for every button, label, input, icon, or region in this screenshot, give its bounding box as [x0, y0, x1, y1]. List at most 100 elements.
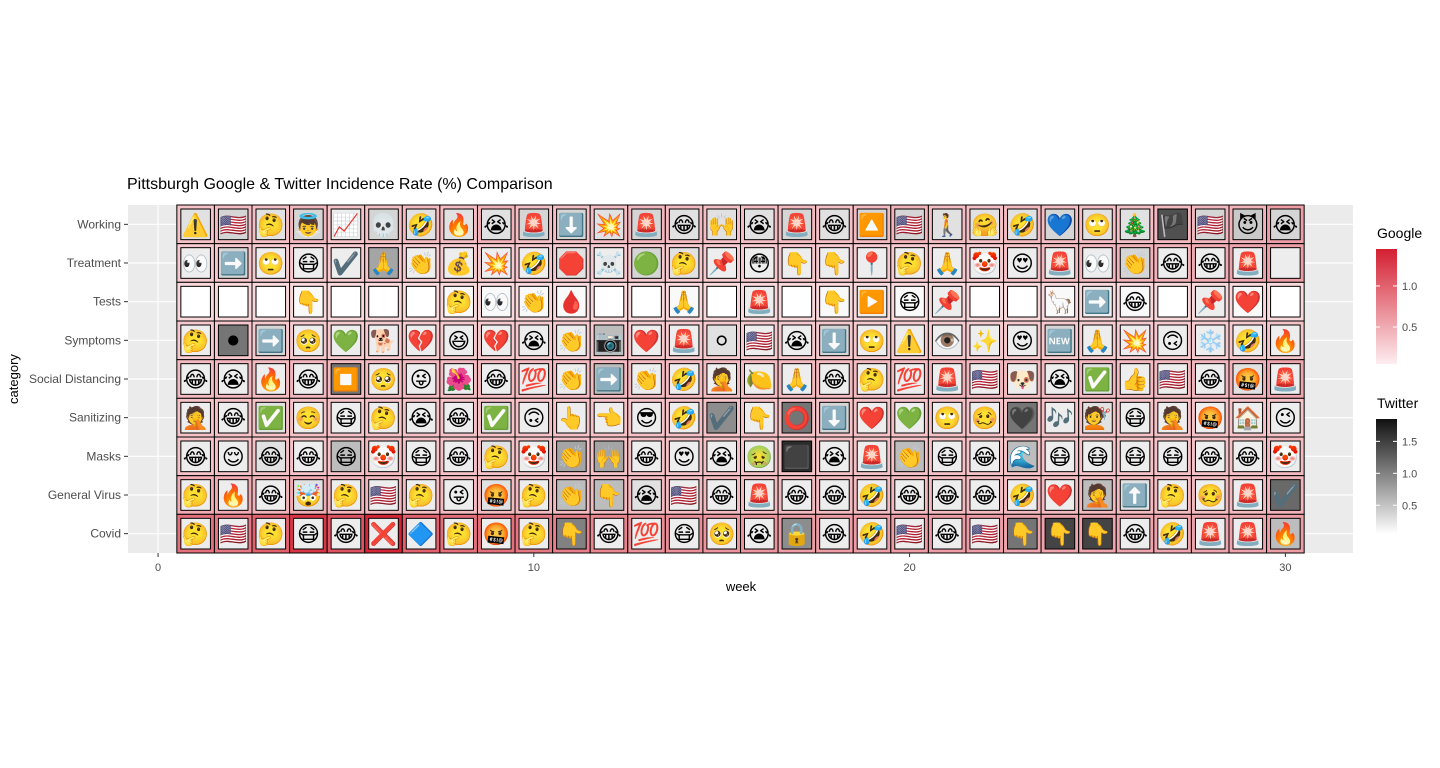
tile-emoji: ➡️: [1084, 290, 1111, 316]
twitter-shade: [1232, 209, 1263, 240]
twitter-tile: [330, 208, 362, 241]
twitter-shade: [1045, 247, 1075, 279]
twitter-shade: [669, 209, 699, 240]
tile: 💥: [1115, 320, 1155, 361]
twitter-tile: [593, 401, 625, 434]
twitter-shade: [556, 479, 587, 511]
tile-emoji: 🦙: [1046, 290, 1073, 316]
tile: 😭: [777, 320, 817, 361]
twitter-tile: [255, 208, 287, 241]
tile: 🖤: [1003, 397, 1042, 438]
twitter-tile: [631, 479, 662, 511]
twitter-shade: [481, 325, 512, 356]
tile-emoji: 🩸: [558, 290, 585, 316]
tile: 🏠: [1228, 397, 1268, 438]
tile-emoji: 👇: [558, 522, 585, 548]
twitter-tile: [255, 517, 287, 550]
twitter-shade: [932, 441, 962, 472]
twitter-tile: [480, 247, 512, 279]
tile-emoji: 🔥: [1272, 522, 1299, 548]
tile-emoji: 💙: [1046, 212, 1074, 238]
tile: 🤣: [514, 243, 554, 283]
twitter-tile: [1119, 285, 1151, 318]
tile-emoji: 😷: [334, 407, 357, 432]
twitter-shade: [706, 402, 737, 433]
tile-emoji: 🚨: [1272, 367, 1299, 393]
y-axis-label: category: [6, 354, 21, 404]
twitter-shade: [1270, 363, 1301, 395]
y-tick-label: General Virus: [48, 488, 121, 502]
tile-emoji: 👏: [633, 367, 660, 393]
twitter-shade: [519, 441, 549, 472]
tile: 😂: [251, 475, 291, 515]
y-tick-label: Sanitizing: [69, 411, 121, 425]
tile-emoji: ✅: [483, 406, 510, 432]
tile-emoji: 🙃: [522, 407, 545, 432]
tile: 🐕: [364, 320, 403, 361]
tile-emoji: 😷: [1048, 445, 1071, 470]
twitter-tile: [368, 479, 399, 511]
tile-emoji: 😂: [1160, 252, 1186, 277]
twitter-tile: [480, 208, 512, 241]
twitter-tile: [368, 440, 399, 473]
twitter-shade: [706, 209, 737, 240]
twitter-shade: [1270, 247, 1301, 279]
tile-emoji: 🐶: [1009, 368, 1036, 393]
twitter-tile: [480, 440, 512, 473]
twitter-tile: [293, 363, 324, 395]
tile: 📈: [326, 204, 366, 245]
tile-emoji: 🤦: [1084, 482, 1111, 509]
tile: 😌: [213, 436, 253, 477]
twitter-shade: [1157, 402, 1188, 433]
tile: 🔥: [439, 204, 478, 245]
tile-emoji: 🤔: [896, 251, 923, 277]
tile: 👇: [777, 243, 817, 283]
tile-emoji: 🤔: [332, 483, 359, 509]
twitter-shade: [594, 518, 624, 549]
tile: 🤢: [740, 436, 779, 477]
twitter-shade: [782, 209, 812, 240]
tile-emoji: 😂: [709, 484, 735, 509]
twitter-tile: [1194, 440, 1226, 473]
twitter-shade: [932, 363, 962, 395]
tile: 🤣: [401, 204, 441, 245]
twitter-tile: [668, 247, 700, 279]
twitter-tile: [1194, 517, 1226, 550]
tile: 😂: [702, 475, 742, 515]
tile-emoji: 🤔: [182, 328, 209, 354]
twitter-shade: [744, 325, 775, 356]
twitter-shade: [443, 325, 474, 356]
twitter-tile: [744, 247, 775, 279]
tile: 🟢: [627, 243, 666, 283]
tile-emoji: 🤔: [370, 406, 397, 432]
twitter-tile: [1044, 324, 1076, 357]
tile-emoji: 😭: [220, 368, 246, 393]
twitter-shade: [293, 402, 324, 433]
twitter-tile: [931, 479, 963, 511]
twitter-tile: [405, 247, 437, 279]
twitter-shade: [1195, 247, 1225, 279]
tile: 🤦: [702, 359, 742, 399]
tile-emoji: 😂: [220, 407, 246, 432]
tile-emoji: 🤔: [520, 483, 547, 509]
twitter-shade: [406, 286, 436, 317]
twitter-shade: [256, 363, 286, 395]
tile-emoji: 👇: [821, 290, 848, 316]
twitter-shade: [894, 247, 925, 279]
twitter-shade: [594, 209, 624, 240]
tile: [1003, 281, 1042, 322]
twitter-tile: [1157, 479, 1188, 511]
twitter-tile: [330, 440, 362, 473]
twitter-shade: [857, 247, 887, 279]
tile: 🤗: [965, 204, 1005, 245]
tile: 😂: [1153, 243, 1192, 283]
tile-emoji: ⬇️: [821, 406, 848, 432]
tile: 👏: [1115, 243, 1155, 283]
twitter-tile: [1044, 247, 1076, 279]
twitter-tile: [255, 479, 287, 511]
twitter-tile: [668, 479, 700, 511]
twitter-shade: [894, 363, 925, 395]
tile: 🇺🇸: [1153, 359, 1192, 399]
twitter-shade: [1232, 441, 1263, 472]
tile-emoji: 🔷: [407, 522, 434, 548]
